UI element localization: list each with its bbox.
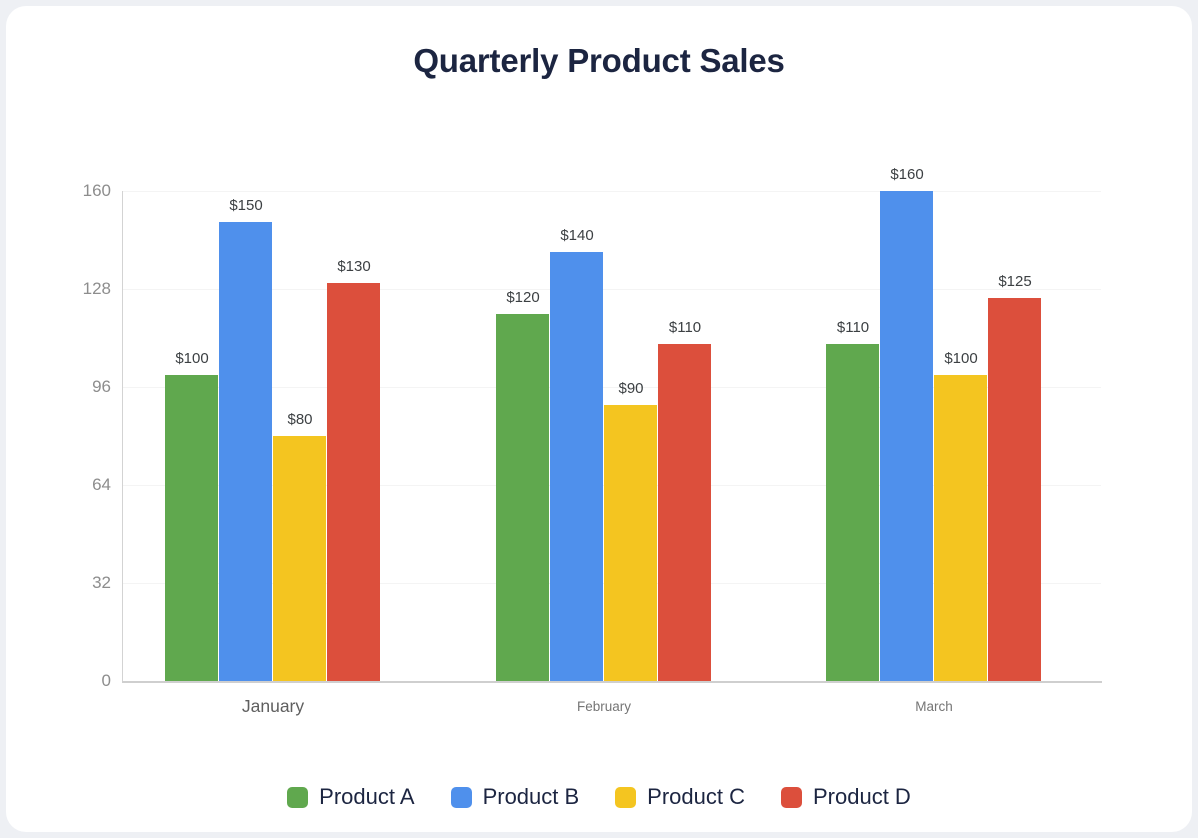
gridline [123,289,1101,290]
bar-value-label: $100 [175,349,209,367]
bar-product-a-february[interactable] [496,313,549,681]
y-axis-tick-label: 160 [82,181,111,200]
legend-label: Product C [647,784,745,809]
y-axis-tick-label: 64 [92,475,111,494]
x-axis-line [122,681,1102,683]
bar-value-label: $150 [229,196,263,214]
bar-value-label: $100 [944,349,978,367]
bar-value-label: $130 [337,257,371,275]
x-axis-tick-label-march[interactable]: March [915,699,953,714]
legend-label: Product A [319,784,415,809]
bar-product-d-march[interactable] [988,298,1041,681]
y-axis-tick-label: 32 [92,573,111,592]
gridline [123,191,1101,192]
y-axis-tick-label: 128 [82,279,111,298]
bar-value-label: $80 [287,411,313,428]
bar-product-c-march[interactable] [934,374,987,681]
bar-product-d-january[interactable] [327,282,380,681]
bar-product-c-january[interactable] [273,436,326,681]
legend-swatch-icon [287,786,309,808]
bar-product-b-february[interactable] [550,252,603,681]
legend-item-product-b[interactable]: Product B [450,784,580,809]
bar-value-label: $90 [618,380,644,398]
chart-card: Quarterly Product Sales 0 32 64 96 128 160 $10… [6,6,1192,832]
legend-item-product-c[interactable]: Product C [615,786,745,808]
bar-product-a-january[interactable] [165,374,218,681]
bar-product-a-march[interactable] [826,344,879,681]
legend-swatch-icon [781,786,802,808]
bar-value-label: $160 [890,166,924,183]
y-axis-tick-label: 96 [92,377,111,396]
x-axis-tick-label-january[interactable]: January [241,696,305,716]
y-axis-line [122,191,123,682]
chart-canvas[interactable]: 0 32 64 96 128 160 $100 $150 $80 $130 January $120 $… [6,6,1192,832]
x-axis-tick-label-february[interactable]: February [576,699,632,714]
bar-value-label: $110 [668,319,702,337]
legend-label: Product D [813,784,911,809]
legend-item-product-a[interactable]: Product A [287,784,415,809]
page-title: Quarterly Product Sales [413,42,785,79]
bar-product-b-january[interactable] [219,221,272,681]
bar-value-label: $110 [836,319,870,337]
bar-value-label: $140 [560,227,594,245]
y-axis-tick-label: 0 [101,671,111,690]
legend-swatch-icon [615,786,637,808]
plot-area [123,191,1101,681]
gridline [123,387,1101,388]
bar-product-b-march[interactable] [880,191,933,681]
bar-value-label: $120 [506,288,540,306]
bar-product-d-february[interactable] [658,344,711,681]
chart-legend: Product A Product B Product C Product D [6,786,1192,808]
legend-label: Product B [482,784,580,809]
bar-value-label: $125 [998,273,1032,291]
legend-item-product-d[interactable]: Product D [781,786,911,808]
legend-swatch-icon [450,786,472,808]
bar-product-c-february[interactable] [604,405,657,681]
